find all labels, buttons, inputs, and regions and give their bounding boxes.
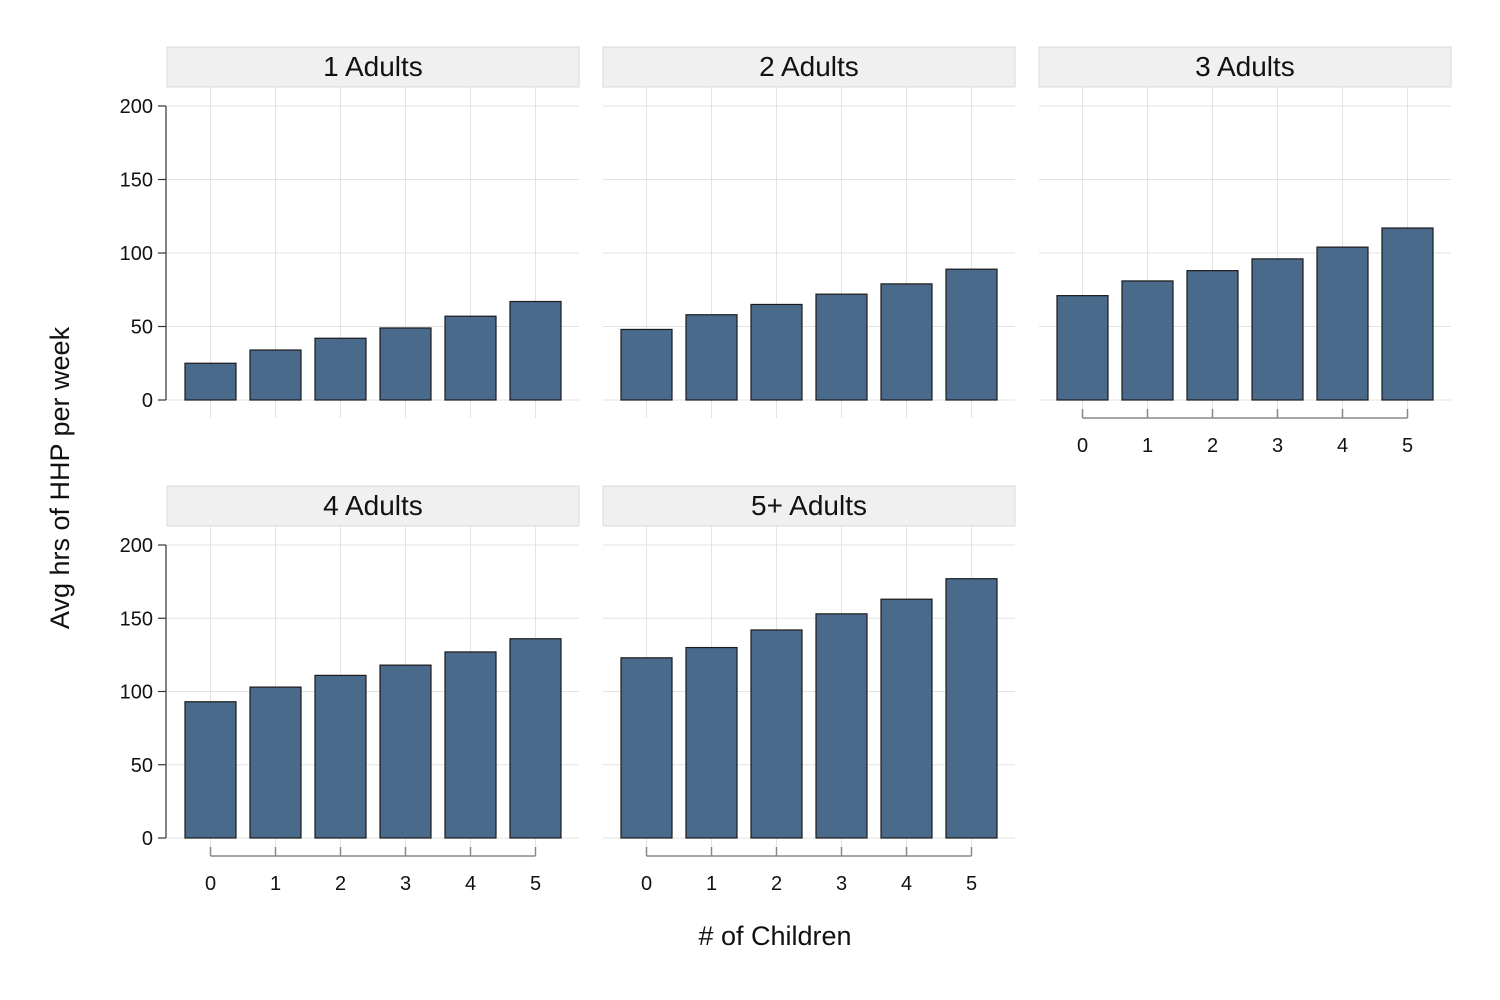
- bar: [379, 664, 432, 839]
- panel-title: 3 Adults: [1195, 51, 1295, 82]
- x-tick-label: 1: [1142, 435, 1153, 457]
- bar: [685, 646, 738, 839]
- panel-strip: [1038, 46, 1452, 88]
- x-tick-label: 5: [966, 873, 977, 895]
- bar: [750, 629, 803, 839]
- bar: [620, 328, 673, 401]
- bar: [1381, 227, 1434, 401]
- bar: [945, 578, 998, 839]
- bar: [444, 315, 497, 401]
- bar: [620, 657, 673, 839]
- x-tick-label: 4: [465, 873, 476, 895]
- y-tick-label: 200: [120, 96, 153, 118]
- x-tick-label: 5: [1402, 435, 1413, 457]
- bar: [444, 651, 497, 839]
- bar: [880, 598, 933, 839]
- bar: [184, 701, 237, 839]
- bar: [249, 349, 302, 401]
- x-tick-label: 4: [901, 873, 912, 895]
- bar: [509, 638, 562, 839]
- panel-1: 1 Adults 0 50 100 150 200: [120, 46, 580, 418]
- y-tick-label: 200: [120, 535, 153, 557]
- y-tick-label: 0: [142, 828, 153, 850]
- y-tick-label: 0: [142, 390, 153, 412]
- panel-title: 2 Adults: [759, 51, 859, 82]
- panel-title: 5+ Adults: [751, 490, 867, 521]
- x-tick-label: 0: [1077, 435, 1088, 457]
- bar: [1121, 280, 1174, 401]
- y-tick-label: 150: [120, 608, 153, 630]
- panel-5: 5+ Adults 0 1 2 3 4 5: [602, 485, 1016, 895]
- panel-strip: [602, 485, 1016, 527]
- x-tick-label: 3: [400, 873, 411, 895]
- panel-2: 2 Adults: [602, 46, 1016, 418]
- bar: [1316, 246, 1369, 401]
- y-axis-title: Avg hrs of HHP per week: [45, 326, 75, 629]
- panel-strip: [602, 46, 1016, 88]
- bar: [314, 337, 367, 401]
- panel-3: 3 Adults 0 1 2 3 4 5: [1038, 46, 1452, 457]
- x-tick-label: 0: [205, 873, 216, 895]
- x-tick-label: 2: [335, 873, 346, 895]
- bar: [184, 362, 237, 401]
- panel-title: 1 Adults: [323, 51, 423, 82]
- y-tick-label: 150: [120, 170, 153, 192]
- x-tick-label: 2: [771, 873, 782, 895]
- panel-strip: [166, 46, 580, 88]
- bar: [815, 613, 868, 839]
- bar: [880, 283, 933, 401]
- bar: [1056, 295, 1109, 401]
- bar: [1186, 270, 1239, 401]
- bar: [509, 300, 562, 401]
- x-tick-label: 2: [1207, 435, 1218, 457]
- bar: [945, 268, 998, 401]
- bar: [685, 314, 738, 401]
- bar: [1251, 258, 1304, 401]
- bar: [750, 303, 803, 401]
- bar: [314, 674, 367, 839]
- x-tick-label: 3: [836, 873, 847, 895]
- y-tick-label: 50: [131, 755, 153, 777]
- panel-title: 4 Adults: [323, 490, 423, 521]
- x-tick-label: 5: [530, 873, 541, 895]
- y-tick-label: 100: [120, 243, 153, 265]
- x-tick-label: 1: [706, 873, 717, 895]
- panel-strip: [166, 485, 580, 527]
- y-tick-label: 100: [120, 682, 153, 704]
- bar: [249, 686, 302, 839]
- x-axis-title: # of Children: [698, 921, 851, 951]
- bar: [379, 327, 432, 401]
- x-tick-label: 3: [1272, 435, 1283, 457]
- bar: [815, 293, 868, 401]
- x-tick-label: 1: [270, 873, 281, 895]
- x-tick-label: 4: [1337, 435, 1348, 457]
- y-tick-label: 50: [131, 317, 153, 339]
- panel-4: 4 Adults 0 50 100 150 200 0 1 2 3 4 5: [120, 485, 580, 895]
- x-tick-label: 0: [641, 873, 652, 895]
